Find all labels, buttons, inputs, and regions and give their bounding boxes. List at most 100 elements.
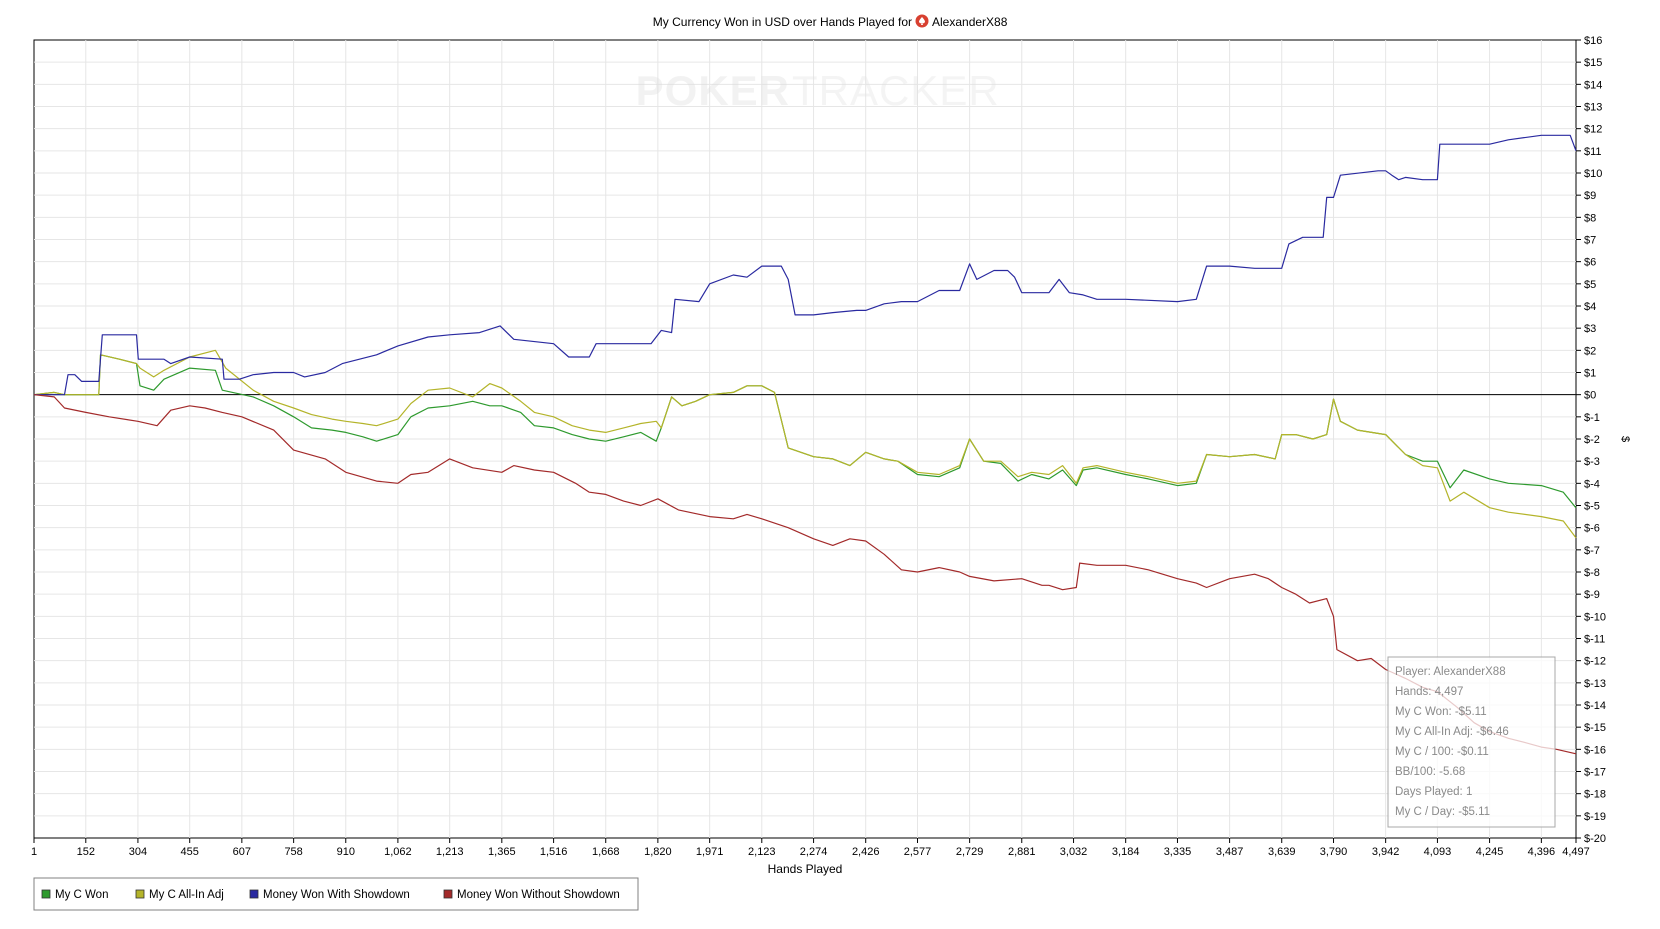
y-tick-label: $-3 xyxy=(1584,456,1600,468)
y-tick-label: $-11 xyxy=(1584,634,1605,646)
x-tick-label: 1,971 xyxy=(696,846,724,858)
series-layer xyxy=(33,134,1577,755)
y-tick-label: $-8 xyxy=(1584,567,1600,579)
legend-label: Money Won Without Showdown xyxy=(457,889,620,901)
x-tick-label: 2,577 xyxy=(904,846,932,858)
y-tick-label: $-5 xyxy=(1584,501,1600,513)
x-axis: 1 152 304 455 607 758 910 1,062 1,213 1,365 1,516 1… xyxy=(31,838,1590,858)
chart-title-group: My Currency Won in USD over Hands Played… xyxy=(653,14,1008,29)
y-tick-label: $-9 xyxy=(1584,589,1600,601)
x-tick-label: 4,093 xyxy=(1424,846,1452,858)
x-tick-label: 2,274 xyxy=(800,846,828,858)
y-tick-label: $-20 xyxy=(1584,833,1606,845)
x-tick-label: 2,881 xyxy=(1008,846,1036,858)
tooltip: Player: AlexanderX88 Hands: 4,497 My C Won… xyxy=(1387,656,1556,828)
x-tick-label: 758 xyxy=(284,846,302,858)
x-tick-label: 3,790 xyxy=(1320,846,1348,858)
y-tick-label: $-15 xyxy=(1584,722,1606,734)
tooltip-line: Hands: 4,497 xyxy=(1395,686,1463,698)
y-tick-label: $-2 xyxy=(1584,434,1600,446)
y-tick-label: $-1 xyxy=(1584,412,1600,424)
tooltip-line: My C All-In Adj: -$6.46 xyxy=(1395,726,1509,738)
y-tick-label: $-10 xyxy=(1584,611,1606,623)
x-tick-label: 4,245 xyxy=(1476,846,1504,858)
y-tick-label: $-18 xyxy=(1584,789,1606,801)
y-tick-label: $-14 xyxy=(1584,700,1606,712)
y-tick-label: $-13 xyxy=(1584,678,1606,690)
x-tick-label: 607 xyxy=(233,846,251,858)
series-line-1 xyxy=(33,349,1577,539)
y-tick-label: $3 xyxy=(1584,323,1596,335)
x-tick-label: 152 xyxy=(77,846,95,858)
x-tick-label: 455 xyxy=(181,846,199,858)
y-tick-label: $-7 xyxy=(1584,545,1600,557)
watermark: POKER TRACKER xyxy=(636,67,1000,114)
legend: My C Won My C All-In Adj Money Won With Sh… xyxy=(33,877,639,911)
x-tick-label: 1,062 xyxy=(384,846,412,858)
y-tick-label: $-12 xyxy=(1584,656,1606,668)
tooltip-line: BB/100: -5.68 xyxy=(1395,766,1465,778)
y-tick-label: $5 xyxy=(1584,279,1596,291)
legend-swatch xyxy=(249,889,259,899)
y-tick-label: $16 xyxy=(1584,35,1602,47)
y-tick-label: $0 xyxy=(1584,390,1596,402)
legend-label: My C Won xyxy=(55,889,108,901)
y-tick-label: $10 xyxy=(1584,168,1602,180)
x-tick-label: 3,487 xyxy=(1216,846,1244,858)
spade-icon xyxy=(915,14,929,28)
x-tick-label: 3,942 xyxy=(1372,846,1400,858)
y-tick-label: $14 xyxy=(1584,79,1602,91)
x-tick-label: 1 xyxy=(31,846,37,858)
y-tick-label: $4 xyxy=(1584,301,1596,313)
y-tick-label: $11 xyxy=(1584,146,1602,158)
y-tick-label: $-16 xyxy=(1584,744,1606,756)
x-tick-label: 1,365 xyxy=(488,846,516,858)
x-tick-label: 4,396 xyxy=(1528,846,1556,858)
legend-label: My C All-In Adj xyxy=(149,889,224,901)
legend-swatch xyxy=(443,889,453,899)
chart-title: My Currency Won in USD over Hands Played… xyxy=(653,15,912,29)
series-line-2 xyxy=(34,134,1577,396)
y-tick-label: $15 xyxy=(1584,57,1602,69)
x-tick-label: 2,123 xyxy=(748,846,776,858)
x-tick-label: 1,820 xyxy=(644,846,672,858)
tooltip-line: Player: AlexanderX88 xyxy=(1395,666,1506,678)
legend-swatch xyxy=(41,889,51,899)
legend-label: Money Won With Showdown xyxy=(263,889,410,901)
y-tick-label: $-4 xyxy=(1584,478,1600,490)
y-tick-label: $7 xyxy=(1584,235,1596,247)
y-axis-label: $ xyxy=(1619,436,1631,442)
tooltip-line: My C / 100: -$0.11 xyxy=(1395,746,1489,758)
x-tick-label: 2,729 xyxy=(956,846,984,858)
tooltip-line: Days Played: 1 xyxy=(1395,786,1472,798)
x-tick-label: 1,516 xyxy=(540,846,568,858)
x-tick-label: 3,184 xyxy=(1112,846,1140,858)
y-tick-label: $2 xyxy=(1584,345,1596,357)
y-tick-label: $12 xyxy=(1584,124,1602,136)
y-tick-label: $13 xyxy=(1584,102,1602,114)
y-tick-label: $9 xyxy=(1584,190,1596,202)
y-tick-label: $8 xyxy=(1584,212,1596,224)
x-tick-label: 304 xyxy=(129,846,147,858)
y-tick-label: $-19 xyxy=(1584,811,1606,823)
tooltip-line: My C Won: -$5.11 xyxy=(1395,706,1487,718)
legend-box xyxy=(33,877,639,911)
watermark-right: TRACKER xyxy=(792,67,1000,114)
y-axis: $16 $15 $14 $13 $12 $11 $10 $9 $8 $7 $6 $5 $4 $3 $2 $1 $… xyxy=(1576,35,1606,845)
x-tick-label: 1,213 xyxy=(436,846,464,858)
y-tick-label: $-6 xyxy=(1584,523,1600,535)
y-tick-label: $1 xyxy=(1584,368,1596,380)
tooltip-box xyxy=(1387,656,1556,828)
x-tick-label: 3,335 xyxy=(1164,846,1192,858)
series-line-3 xyxy=(33,394,1577,755)
tooltip-line: My C / Day: -$5.11 xyxy=(1395,806,1490,818)
watermark-left: POKER xyxy=(636,67,790,114)
y-tick-label: $6 xyxy=(1584,257,1596,269)
x-tick-label: 2,426 xyxy=(852,846,880,858)
x-axis-label: Hands Played xyxy=(768,862,843,876)
x-tick-label: 3,032 xyxy=(1060,846,1088,858)
x-tick-label: 4,497 xyxy=(1562,846,1590,858)
legend-swatch xyxy=(135,889,145,899)
x-tick-label: 1,668 xyxy=(592,846,620,858)
